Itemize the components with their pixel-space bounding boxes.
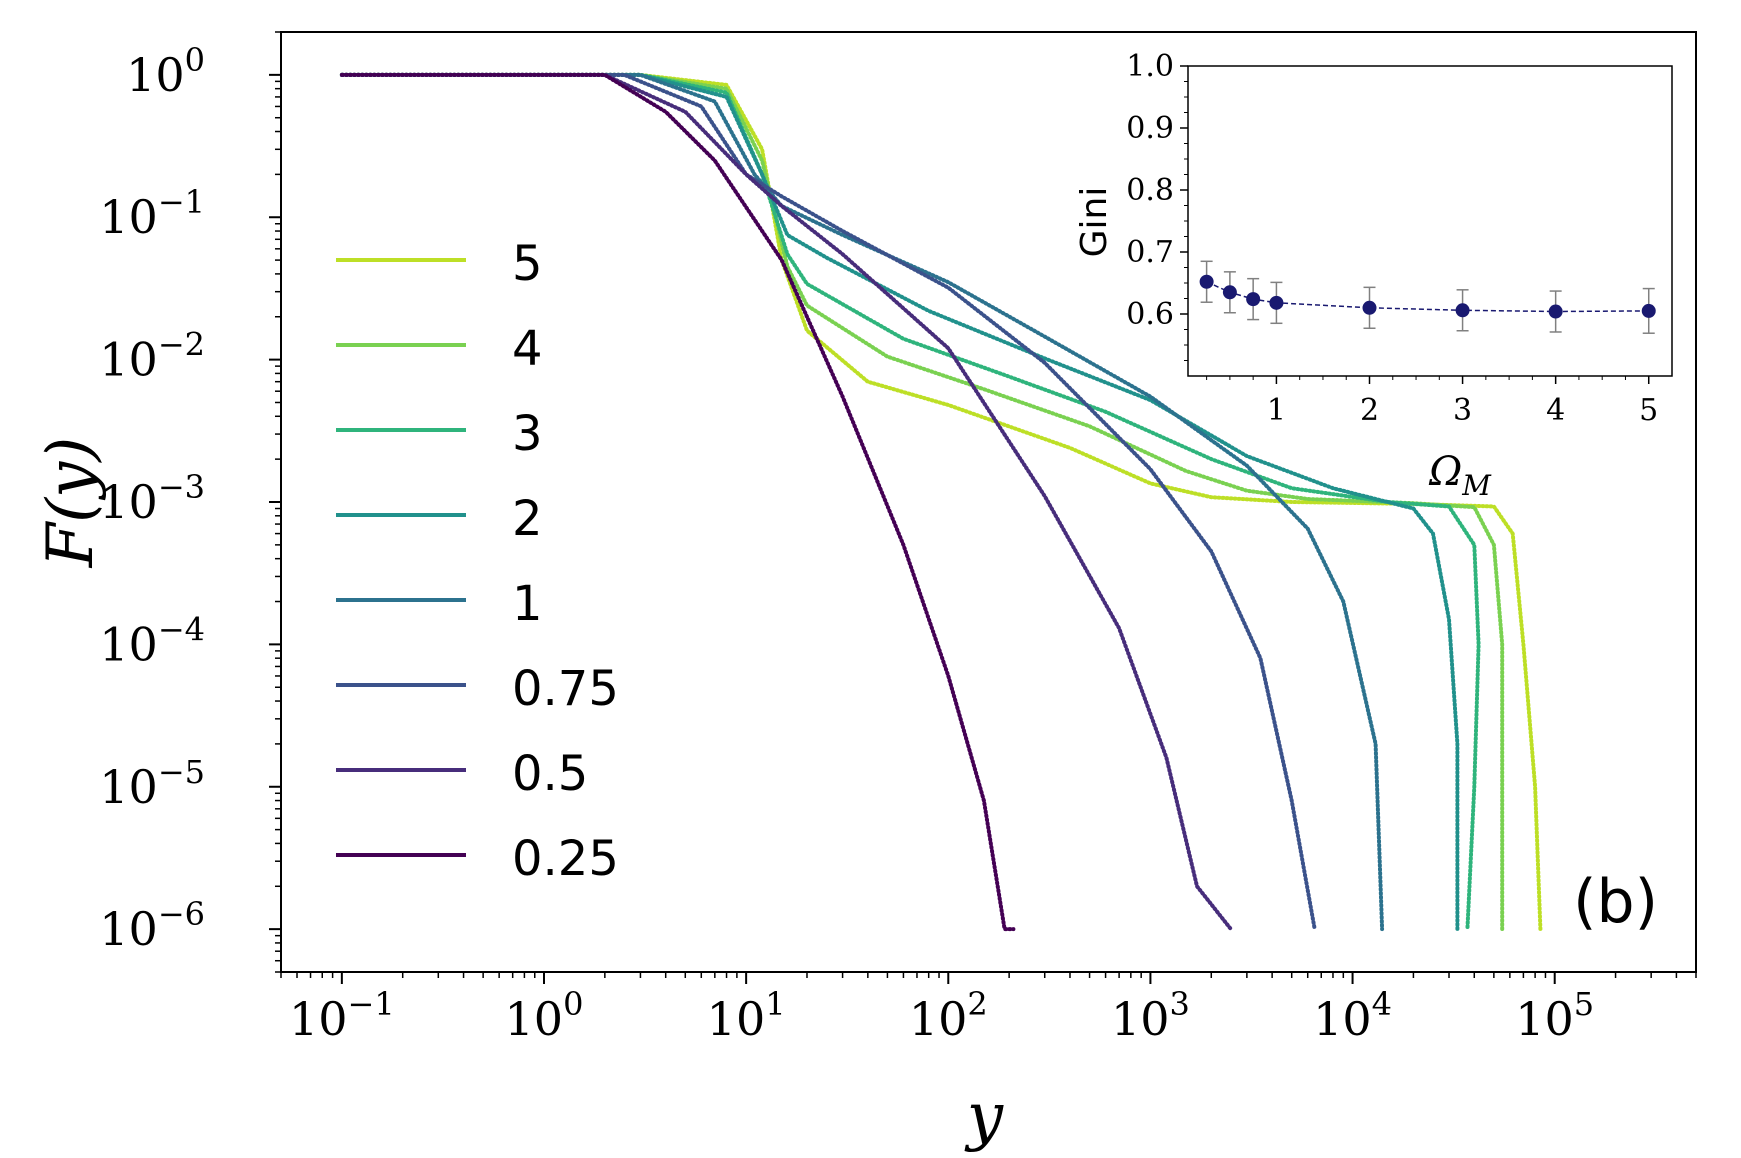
legend-label-7: 0.5 [512, 746, 588, 802]
panel-label: (b) [1573, 867, 1658, 937]
y-tick-label: 100 [126, 41, 205, 102]
y-axis-label: F(y) [34, 437, 108, 569]
y-tick-label: 10−3 [99, 468, 205, 529]
series-curve-6 [339, 72, 1317, 932]
inset-axes-frame [1187, 65, 1673, 377]
inset-y-tick-label: 0.6 [1126, 297, 1174, 332]
series-curve-7 [339, 72, 1233, 932]
legend-label-6: 0.75 [512, 661, 619, 717]
inset-chart: 1 2 3 4 5 0.6 0.7 0.8 0.9 1.0 ΩM Gini [1074, 49, 1673, 502]
legend-label-2: 4 [512, 321, 543, 377]
legend-label-3: 3 [512, 406, 543, 462]
legend: 5 4 3 2 1 0.75 0.5 0.25 [336, 236, 619, 887]
inset-point-7 [1548, 304, 1563, 319]
inset-point-4 [1269, 295, 1284, 310]
inset-x-tick-label: 2 [1360, 393, 1379, 428]
inset-x-tick-label: 4 [1546, 393, 1565, 428]
y-tick-label: 10−5 [99, 753, 205, 814]
x-tick-label: 101 [707, 985, 786, 1046]
inset-point-8 [1641, 303, 1656, 318]
inset-connector-line [1206, 281, 1649, 313]
x-tick-label: 102 [909, 985, 988, 1046]
main-y-ticks: 100 10−1 10−2 10−3 10−4 10−5 10−6 [99, 31, 281, 973]
y-tick-label: 10−4 [99, 610, 205, 671]
x-tick-label: 100 [505, 985, 584, 1046]
inset-x-axis-label: ΩM [1428, 449, 1492, 502]
main-curves [339, 72, 1543, 932]
inset-x-tick-label: 3 [1453, 393, 1472, 428]
inset-point-3 [1246, 292, 1261, 307]
inset-y-tick-label: 0.7 [1126, 235, 1174, 270]
y-tick-label: 10−6 [99, 895, 205, 956]
inset-x-ticks: 1 2 3 4 5 [1206, 376, 1658, 428]
main-x-ticks: 10−1 100 101 102 103 104 105 [280, 972, 1697, 1046]
inset-data [1199, 260, 1656, 334]
x-tick-label: 10−1 [289, 985, 395, 1046]
inset-point-1 [1199, 274, 1214, 289]
inset-y-tick-label: 1.0 [1126, 49, 1174, 84]
inset-x-tick-label: 1 [1267, 393, 1286, 428]
series-curve-5 [339, 72, 1385, 932]
inset-y-tick-label: 0.8 [1126, 173, 1174, 208]
series-curve-4 [339, 72, 1460, 932]
legend-label-1: 5 [512, 236, 543, 292]
legend-label-8: 0.25 [512, 831, 619, 887]
x-tick-label: 103 [1111, 985, 1190, 1046]
y-tick-label: 10−1 [99, 183, 205, 244]
x-tick-label: 105 [1515, 985, 1594, 1046]
x-axis-label: y [964, 1080, 1004, 1154]
series-curve-2 [339, 72, 1505, 932]
inset-point-6 [1455, 303, 1470, 318]
y-tick-label: 10−2 [99, 326, 205, 387]
inset-point-2 [1222, 285, 1237, 300]
inset-y-tick-label: 0.9 [1126, 111, 1174, 146]
inset-y-ticks: 0.6 0.7 0.8 0.9 1.0 [1126, 49, 1188, 361]
inset-y-axis-label: Gini [1074, 187, 1115, 258]
series-curve-1 [339, 72, 1543, 932]
legend-label-4: 2 [512, 491, 543, 547]
legend-label-5: 1 [512, 576, 543, 632]
series-curve-8 [339, 72, 1016, 932]
x-tick-label: 104 [1313, 985, 1392, 1046]
inset-point-5 [1362, 300, 1377, 315]
inset-x-tick-label: 5 [1639, 393, 1658, 428]
